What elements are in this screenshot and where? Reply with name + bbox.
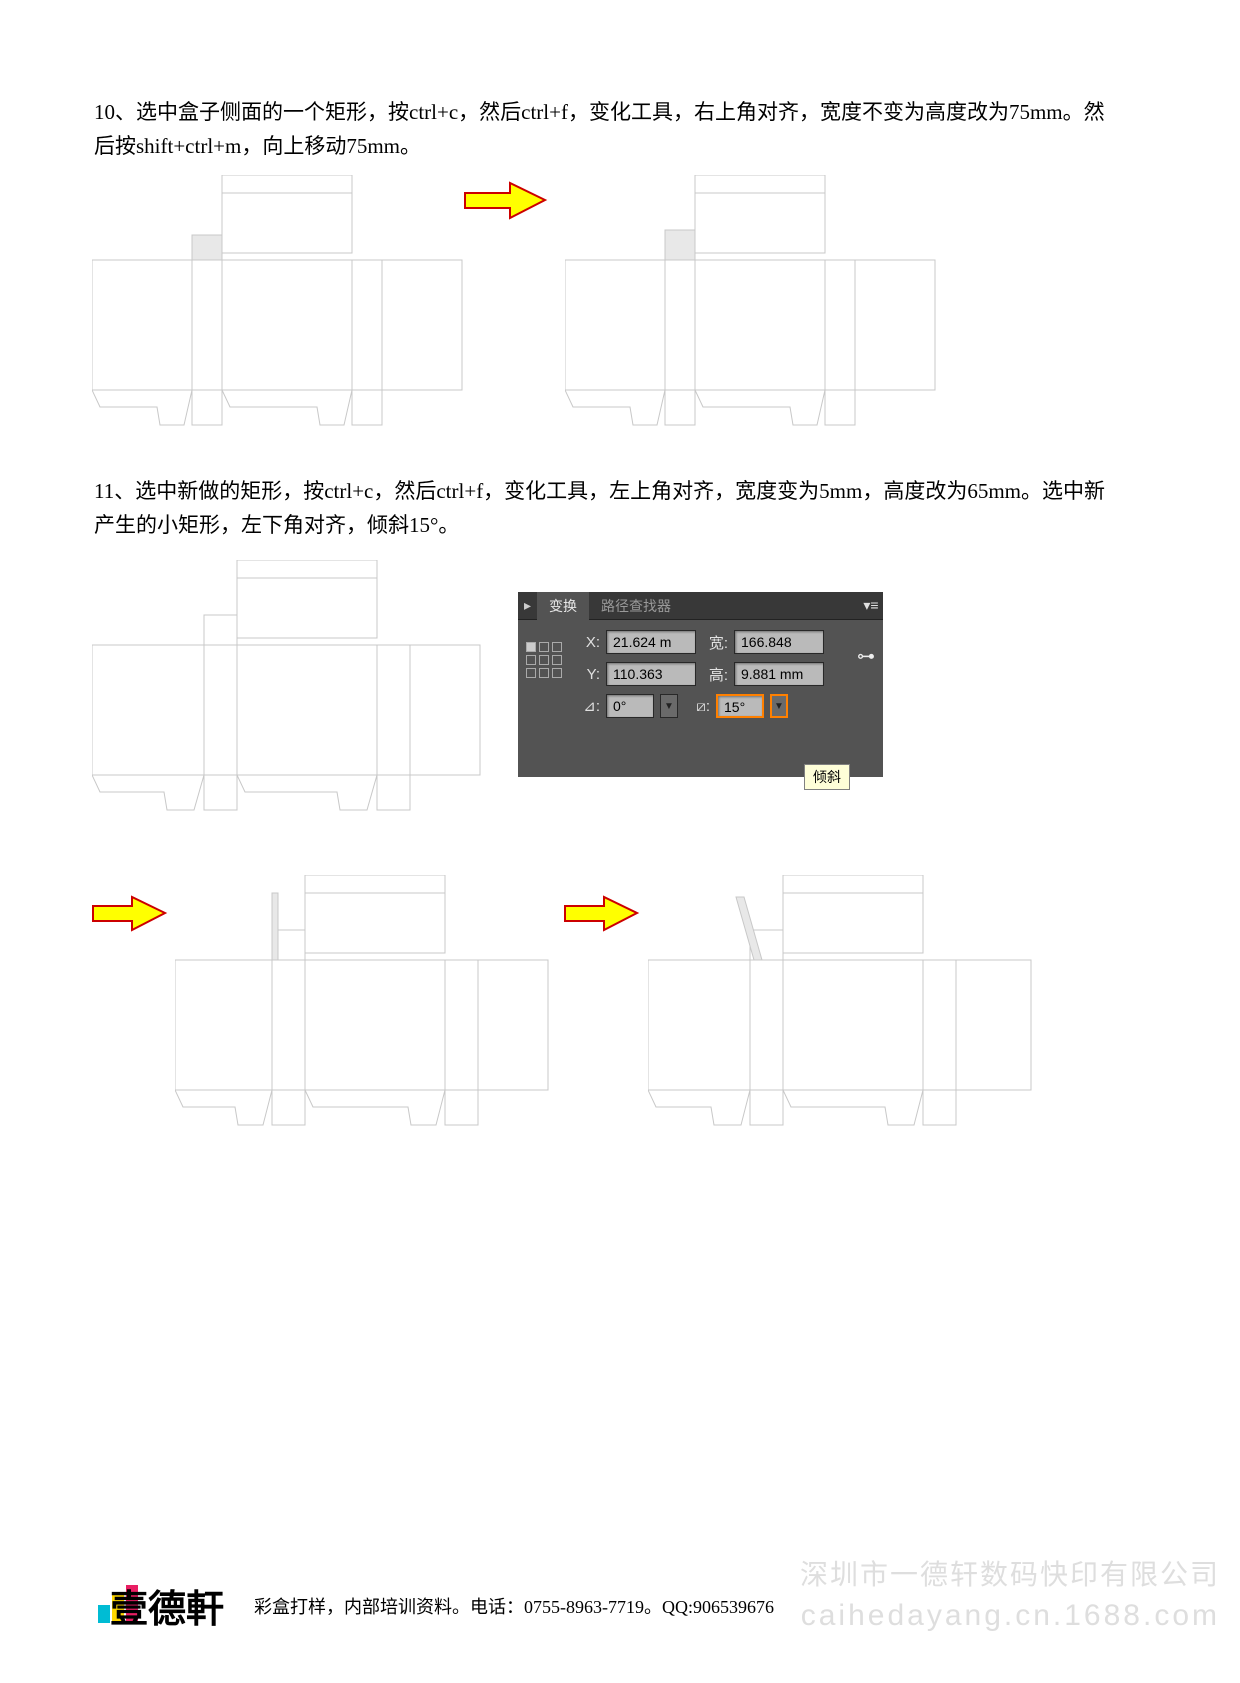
link-icon[interactable]: ⊶: [857, 646, 875, 667]
h-label: 高:: [702, 664, 728, 685]
angle-field[interactable]: 0°: [606, 694, 654, 718]
y-field[interactable]: 110.363: [606, 662, 696, 686]
panel-tabs: ▸ 变换 路径查找器 ▾≡: [518, 592, 883, 620]
angle-label: ⊿:: [574, 697, 600, 715]
h-field[interactable]: 9.881 mm: [734, 662, 824, 686]
angle-dropdown[interactable]: ▼: [660, 694, 678, 718]
tab-transform[interactable]: 变换: [537, 592, 589, 620]
watermark-company: 深圳市一德轩数码快印有限公司: [800, 1553, 1220, 1593]
step11-diagram-1: [92, 560, 482, 840]
step10-arrow: [460, 178, 550, 233]
reference-point-selector[interactable]: [526, 642, 562, 678]
watermark-url: caihedayang.cn.1688.com: [801, 1599, 1220, 1633]
step11-diagram-3: [648, 875, 1038, 1155]
step10-diagram-right: [565, 175, 945, 455]
footer-text: 彩盒打样，内部培训资料。电话：0755-8963-7719。QQ:9065396…: [254, 1593, 774, 1619]
step10-diagram-left: [92, 175, 472, 455]
tab-pathfinder[interactable]: 路径查找器: [589, 592, 683, 620]
shear-dropdown[interactable]: ▼: [770, 694, 788, 718]
shear-field[interactable]: 15°: [716, 694, 764, 718]
y-label: Y:: [574, 666, 600, 683]
w-field[interactable]: 166.848: [734, 630, 824, 654]
panel-expand-icon[interactable]: ▸: [518, 597, 537, 614]
step11-text: 11、选中新做的矩形，按ctrl+c，然后ctrl+f，变化工具，左上角对齐，宽…: [94, 475, 1124, 542]
w-label: 宽:: [702, 632, 728, 653]
step11-diagram-2: [175, 875, 555, 1155]
panel-menu-icon[interactable]: ▾≡: [859, 597, 883, 614]
x-field[interactable]: 21.624 m: [606, 630, 696, 654]
transform-panel: ▸ 变换 路径查找器 ▾≡ X: 21.624 m 宽: 166.848 Y: …: [518, 592, 883, 777]
step11-arrow-2: [562, 893, 642, 943]
shear-tooltip: 倾斜: [804, 764, 850, 790]
x-label: X:: [574, 634, 600, 651]
footer-logo: 壹德軒: [110, 1578, 224, 1633]
shear-label: ⧄:: [684, 698, 710, 715]
step11-arrow-1: [90, 893, 170, 943]
step10-text: 10、选中盒子侧面的一个矩形，按ctrl+c，然后ctrl+f，变化工具，右上角…: [94, 96, 1124, 163]
